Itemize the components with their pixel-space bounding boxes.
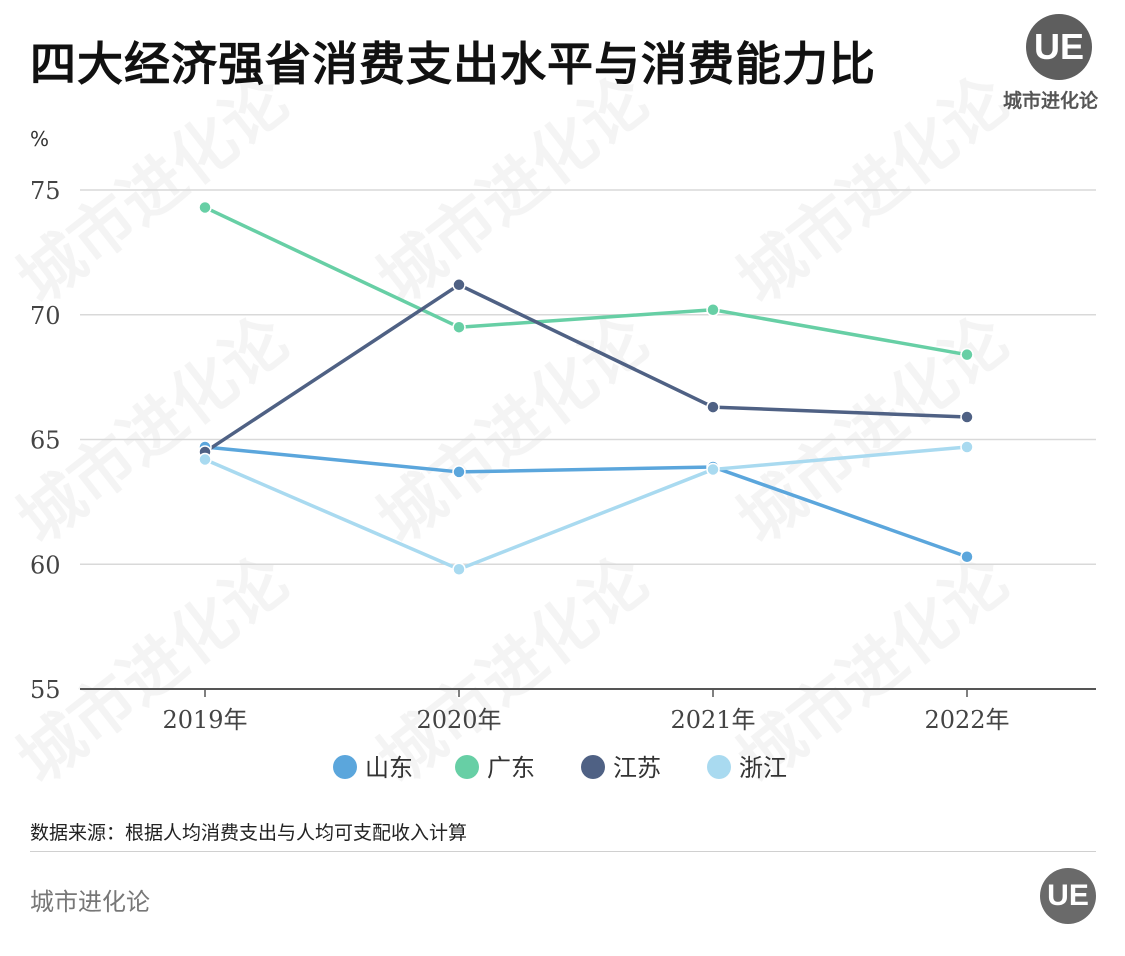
data-point [960,347,974,362]
data-point [960,410,974,424]
data-point [452,320,466,334]
y-tick-label: 75 [30,177,61,205]
x-tick-label: 2021年 [670,706,755,734]
legend-marker [581,755,605,779]
data-point [452,465,466,479]
legend-marker [333,755,357,779]
footer-logo: UE [1040,868,1096,924]
data-point [198,200,212,215]
data-point [706,400,720,414]
series-line [204,445,968,571]
data-point [960,550,974,564]
legend-marker [455,755,479,779]
y-tick-label: 55 [30,676,61,704]
source-note: 数据来源：根据人均消费支出与人均可支配收入计算 [30,822,468,844]
data-point [706,462,720,477]
data-point [198,452,212,467]
data-point [452,278,466,292]
y-tick-label: 70 [30,302,61,330]
y-tick-label: 60 [30,551,61,579]
legend-label: 浙江 [739,754,787,782]
divider [30,851,1096,852]
x-tick-label: 2022年 [924,706,1009,734]
data-point [452,562,466,576]
legend-marker [707,755,731,779]
x-tick-label: 2020年 [416,706,501,734]
chart-title: 四大经济强省消费支出水平与消费能力比 [30,37,876,91]
series-line [204,283,968,454]
x-tick-label: 2019年 [162,706,247,734]
brand-logo: UE [1026,14,1092,80]
series-line [204,445,968,559]
legend-label: 广东 [487,754,535,782]
legend-label: 山东 [365,754,413,782]
data-point [706,303,720,317]
legend-label: 江苏 [613,754,661,782]
y-tick-label: 65 [30,427,61,455]
brand-name: 城市进化论 [1003,90,1099,112]
series-line [204,205,968,357]
footer-brand: 城市进化论 [30,888,150,916]
data-point [960,440,974,454]
y-axis-unit: % [30,127,49,151]
